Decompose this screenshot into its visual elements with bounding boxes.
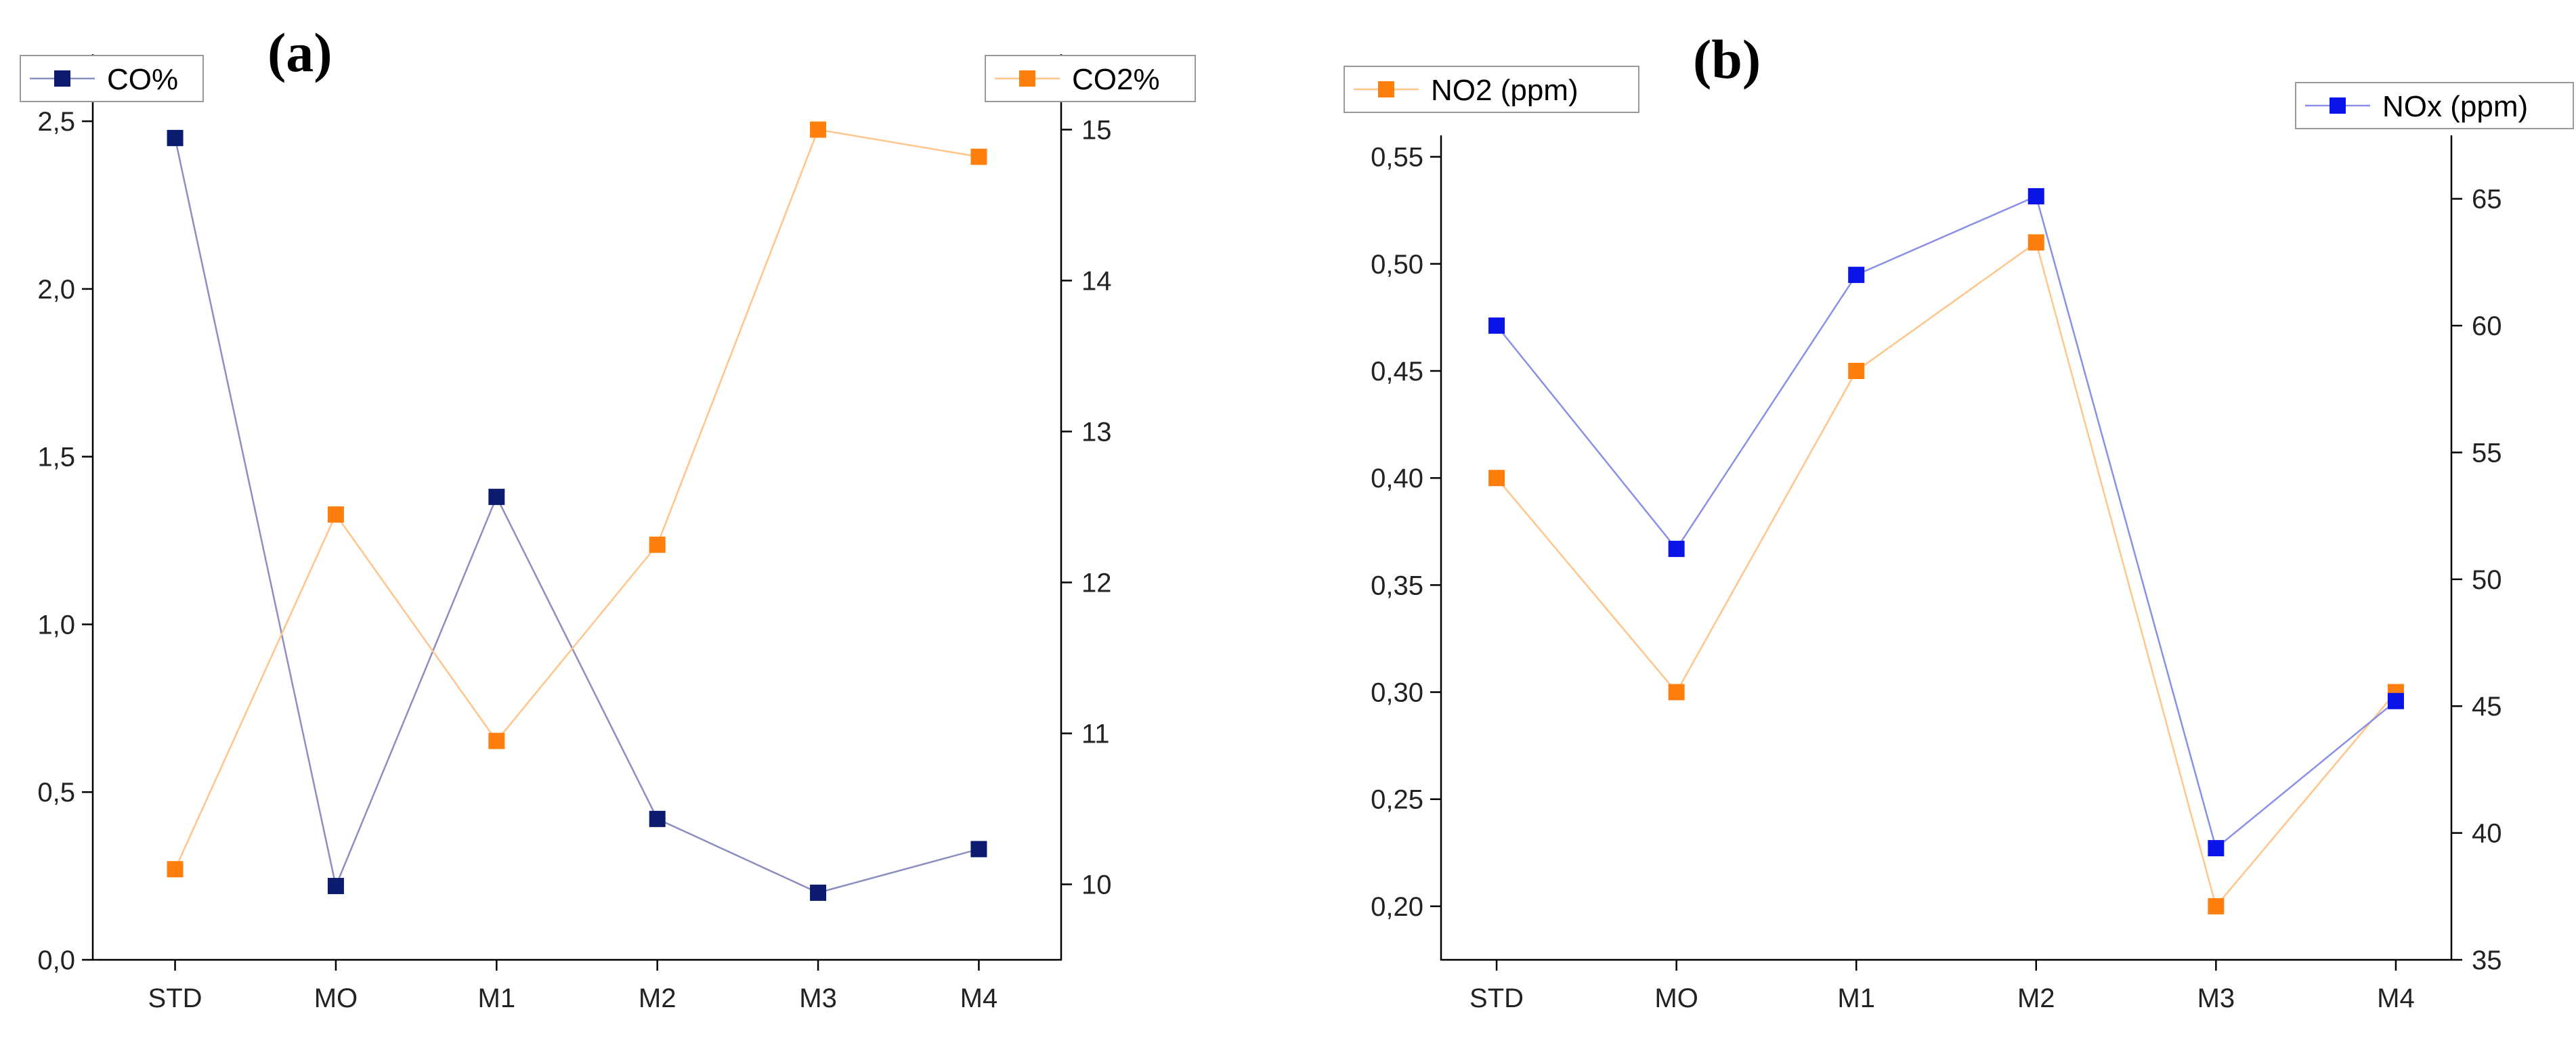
- axis-frame: [91, 54, 1062, 961]
- legend: NO2 (ppm): [1344, 66, 1639, 113]
- data-point: [1668, 540, 1685, 557]
- x-tick-label: M2: [639, 983, 677, 1013]
- legend: CO%: [20, 55, 204, 102]
- data-point: [2027, 234, 2044, 251]
- y-right-tick-label: 14: [1081, 267, 1112, 296]
- legend-marker: [1378, 81, 1394, 97]
- legend-box: [20, 55, 204, 102]
- y-right-tick-label: 65: [2472, 185, 2502, 215]
- y-left-tick-label: 0,50: [1371, 250, 1423, 280]
- data-point: [1488, 470, 1505, 487]
- legend-label: CO2%: [1072, 63, 1160, 96]
- data-point: [167, 129, 184, 146]
- x-tick-label: M2: [2017, 983, 2055, 1013]
- y-left-tick-label: 2,0: [37, 275, 75, 305]
- x-tick-label: M4: [960, 983, 998, 1013]
- y-right-tick-label: 50: [2472, 565, 2502, 595]
- y-left-tick-label: 1,0: [37, 610, 75, 640]
- y-right-tick-label: 55: [2472, 438, 2502, 468]
- panel-b: STD MO M1 M2 M3 M4 0,20 0,25 0,30 0,35 0,40 0,45 0,5…: [1344, 28, 2574, 1013]
- legend: CO2%: [985, 55, 1196, 102]
- y-left-tick-label: 0,25: [1371, 785, 1423, 815]
- x-tick-label: M1: [1837, 983, 1875, 1013]
- x-tick-label: M1: [478, 983, 516, 1013]
- data-point: [2387, 692, 2404, 709]
- data-point: [1848, 267, 1865, 284]
- legend-marker: [2330, 97, 2346, 114]
- y-left-tick-label: 2,5: [37, 107, 75, 137]
- legend-marker: [54, 70, 70, 87]
- series-line-co2-: [174, 129, 979, 870]
- x-tick-label: STD: [148, 983, 202, 1013]
- data-point: [1668, 684, 1685, 701]
- y-left-tick-label: 0,20: [1371, 892, 1423, 922]
- data-point: [488, 732, 505, 749]
- y-right-tick-label: 45: [2472, 692, 2502, 722]
- panel-a: STD MO M1 M2 M3 M4 0,0 0,5 1,0 1,5 2,0 2,5 10 11 12 13 1…: [20, 22, 1196, 1013]
- y-right-tick-label: 40: [2472, 819, 2502, 849]
- y-left-tick-label: 0,30: [1371, 678, 1423, 708]
- x-tick-label: STD: [1469, 983, 1524, 1013]
- y-right-tick-label: 60: [2472, 311, 2502, 341]
- data-point: [2208, 898, 2225, 914]
- x-tick-label: M3: [2197, 983, 2235, 1013]
- data-point: [970, 841, 987, 858]
- y-left-tick-label: 0,35: [1371, 571, 1423, 600]
- y-right-tick-label: 12: [1081, 569, 1112, 598]
- data-point: [2208, 840, 2225, 857]
- legend-marker: [1019, 70, 1035, 87]
- data-point: [488, 489, 505, 506]
- axis-frame: [1440, 135, 2453, 961]
- x-tick-label: MO: [1654, 983, 1698, 1013]
- legend-label: NOx (ppm): [2382, 90, 2528, 123]
- y-left-tick-label: 0,55: [1371, 143, 1423, 173]
- y-left-tick-label: 1,5: [37, 443, 75, 472]
- panel-label: (a): [267, 22, 332, 83]
- legend-label: NO2 (ppm): [1431, 74, 1579, 107]
- legend: NOx (ppm): [2295, 82, 2574, 129]
- y-right-tick-label: 15: [1081, 116, 1112, 146]
- data-point: [649, 536, 666, 553]
- data-point: [167, 861, 184, 878]
- series-line-nox-ppm-: [1496, 195, 2397, 850]
- data-point: [1848, 363, 1865, 379]
- data-point: [970, 148, 987, 165]
- panel-label: (b): [1693, 28, 1761, 90]
- legend-label: CO%: [107, 63, 178, 96]
- x-tick-label: M3: [799, 983, 837, 1013]
- data-point: [810, 884, 827, 901]
- data-point: [2027, 187, 2044, 204]
- x-tick-label: M4: [2377, 983, 2415, 1013]
- series-line-co-: [174, 137, 979, 894]
- y-right-tick-label: 35: [2472, 946, 2502, 975]
- data-point: [1488, 317, 1505, 334]
- y-right-tick-label: 13: [1081, 418, 1112, 447]
- y-left-tick-label: 0,40: [1371, 464, 1423, 493]
- y-left-tick-label: 0,45: [1371, 357, 1423, 386]
- data-point: [649, 810, 666, 827]
- data-point: [810, 121, 827, 138]
- y-right-tick-label: 11: [1081, 720, 1110, 749]
- data-point: [327, 506, 344, 523]
- x-tick-label: MO: [314, 983, 358, 1013]
- y-right-tick-label: 10: [1081, 870, 1112, 900]
- data-point: [327, 877, 344, 894]
- y-left-tick-label: 0,0: [37, 946, 75, 975]
- series-line-no2-ppm-: [1496, 241, 2397, 908]
- y-left-tick-label: 0,5: [37, 778, 75, 808]
